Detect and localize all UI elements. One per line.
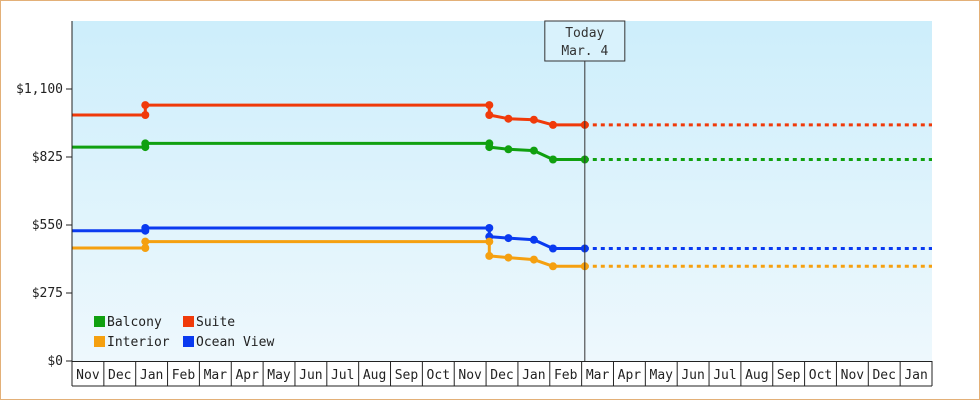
today-box [544,20,626,62]
x-tick-label: May [650,368,674,383]
x-tick-label: Oct [809,368,832,383]
data-point-ocean-view [485,224,494,232]
series-interior [72,237,932,271]
legend-item-suite: Suite [183,315,235,330]
x-tick-label: Nov [841,368,865,383]
x-tick-label: Jan [140,368,163,383]
y-tick-label: $275 [32,286,63,301]
x-tick-label: Feb [172,368,196,383]
data-point-interior [141,244,150,252]
legend-label: Balcony [107,315,162,330]
data-point-suite [485,101,494,110]
data-point-suite [504,114,513,123]
x-tick-label: Mar [204,368,228,383]
data-point-interior [549,262,557,271]
data-point-ocean-view [549,244,557,253]
y-tick-label: $550 [32,218,63,233]
y-tick-label: $0 [47,354,63,369]
data-point-balcony [141,139,150,148]
legend: Balcony Suite Interior Ocean View [94,315,274,350]
data-point-ocean-view [504,234,513,243]
x-tick-label: Jul [331,368,354,383]
legend-item-ocean-view: Ocean View [183,335,274,350]
data-point-suite [529,115,538,124]
plot-background [72,21,932,361]
legend-label: Suite [196,315,235,330]
x-tick-label: Mar [586,368,610,383]
data-point-balcony [504,145,513,154]
x-tick-label: Jul [713,368,736,383]
today-label: Today [565,26,604,41]
legend-item-interior: Interior [94,335,170,350]
x-tick-label: Aug [363,368,386,383]
x-tick-label: Feb [554,368,578,383]
data-point-suite [141,111,150,119]
x-tick-label: Apr [618,368,642,383]
legend-label: Ocean View [196,335,274,350]
legend-label: Interior [107,335,170,350]
x-tick-label: Nov [458,368,482,383]
data-point-suite [549,120,557,129]
data-point-interior [141,237,150,246]
data-point-suite [141,101,150,110]
x-tick-label: Dec [108,368,131,383]
data-point-balcony [485,143,494,152]
x-tick-label: Nov [76,368,100,383]
today-marker: Today Mar. 4 [544,20,626,361]
x-tick-label: Sep [395,368,419,383]
series-layer [72,101,932,271]
x-tick-label: Aug [745,368,768,383]
x-tick-label: Dec [872,368,895,383]
legend-swatch [183,316,194,327]
axes: $0 $275 $550 $825 $1,100 Nov Dec Jan Feb Mar Apr Ma… [16,21,933,387]
x-tick-label: Jun [681,368,704,383]
legend-swatch [183,336,194,347]
data-point-interior [504,253,513,262]
legend-swatch [94,336,105,347]
x-tick-label: Jun [299,368,322,383]
x-tick-label: Oct [427,368,450,383]
today-date: Mar. 4 [561,44,608,59]
x-tick-label: Jan [522,368,545,383]
x-tick-label: Apr [235,368,259,383]
x-tick-label: Sep [777,368,801,383]
x-tick-label: May [267,368,291,383]
legend-swatch [94,316,105,327]
data-point-ocean-view [529,235,538,244]
y-tick-label: $825 [32,150,63,165]
y-tick-label: $1,100 [16,82,63,97]
data-point-balcony [549,155,557,164]
x-tick-label: Dec [490,368,513,383]
data-point-suite [485,111,494,119]
series-balcony [72,139,932,164]
data-point-interior [529,255,538,264]
x-tick-label: Jan [904,368,927,383]
data-point-interior [485,251,494,260]
data-point-ocean-view [141,224,150,232]
legend-item-balcony: Balcony [94,315,162,330]
data-point-balcony [529,146,538,155]
data-point-interior [485,237,494,246]
